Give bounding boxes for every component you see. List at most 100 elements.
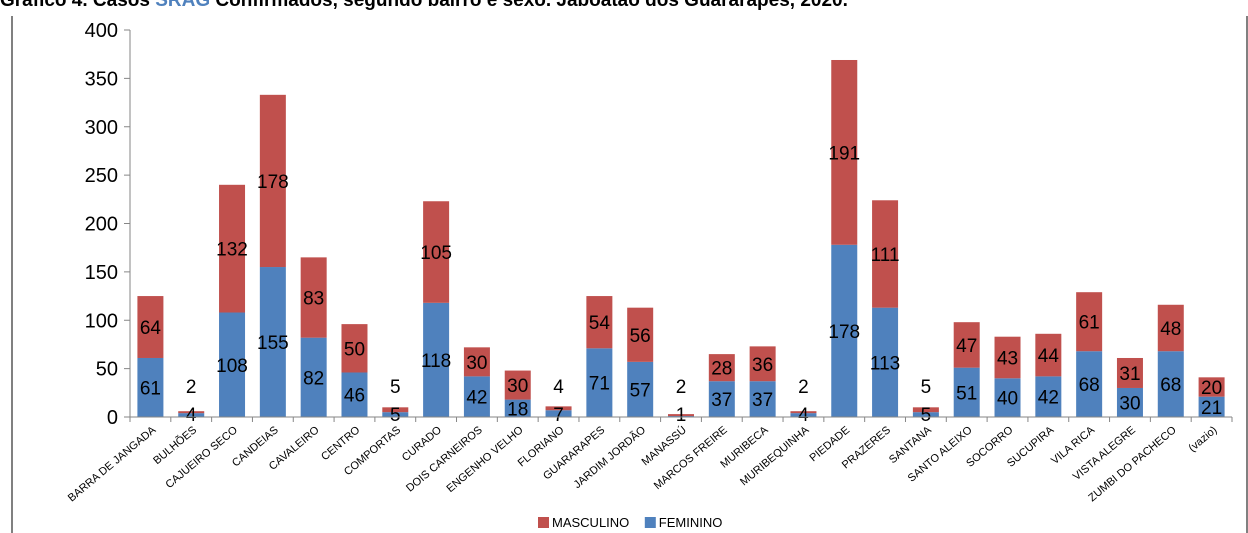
data-label-feminino: 178 xyxy=(828,322,860,343)
y-tick-label: 350 xyxy=(85,68,118,90)
bar-masculino xyxy=(463,347,490,377)
data-label-masculino: 2 xyxy=(676,377,687,398)
bar-masculino xyxy=(1035,333,1062,377)
bar-feminino xyxy=(586,348,613,417)
bar-masculino xyxy=(219,184,246,313)
bar-feminino xyxy=(912,412,939,417)
data-label-masculino: 44 xyxy=(1038,346,1060,367)
bar-masculino xyxy=(1198,377,1225,397)
data-label-masculino: 30 xyxy=(466,353,487,374)
data-label-masculino: 5 xyxy=(921,377,932,398)
title-pre: Gráfico 4. Casos xyxy=(0,0,156,11)
data-label-masculino: 20 xyxy=(1201,378,1222,399)
y-tick-label: 0 xyxy=(107,407,118,429)
bar-masculino xyxy=(423,201,450,303)
y-axis: 0 50 100 150 200 250 300 350 400 xyxy=(85,20,131,429)
bar-feminino xyxy=(627,361,654,417)
bar-masculino xyxy=(790,411,817,414)
category-label: MURIBEQUINHA xyxy=(738,424,812,489)
category-label: CAJUEIRO SECO xyxy=(163,424,240,491)
data-label-masculino: 48 xyxy=(1160,319,1181,340)
bar-feminino xyxy=(1035,376,1062,417)
bar-masculino xyxy=(178,411,205,414)
data-label-feminino: 37 xyxy=(752,390,773,411)
data-label-masculino: 178 xyxy=(257,172,289,193)
y-tick-label: 100 xyxy=(85,310,118,332)
data-label-masculino: 28 xyxy=(711,359,732,380)
data-label-feminino: 5 xyxy=(390,405,401,426)
bar-feminino xyxy=(137,357,164,417)
data-label-masculino: 2 xyxy=(186,377,197,398)
y-tick-label: 50 xyxy=(96,359,118,381)
bar-masculino xyxy=(1116,357,1143,388)
bar-feminino xyxy=(749,381,776,417)
data-label-masculino: 4 xyxy=(553,377,564,398)
data-label-feminino: 108 xyxy=(216,356,248,377)
data-label-masculino: 111 xyxy=(871,245,900,266)
category-label: (vazio) xyxy=(1187,424,1220,454)
data-label-feminino: 30 xyxy=(1119,393,1140,414)
bar-feminino xyxy=(831,244,858,417)
bar-masculino xyxy=(300,257,327,338)
title-highlight: SRAG xyxy=(155,0,211,11)
bar-masculino xyxy=(504,370,531,400)
legend-swatch-masculino xyxy=(538,517,549,528)
bar-feminino xyxy=(382,412,409,417)
data-label-feminino: 37 xyxy=(711,390,732,411)
data-label-feminino: 57 xyxy=(630,380,651,401)
bar-feminino xyxy=(504,399,531,417)
bar-feminino xyxy=(423,302,450,417)
bar-feminino xyxy=(790,413,817,417)
data-label-masculino: 64 xyxy=(140,318,162,339)
bar-feminino xyxy=(708,381,735,417)
data-label-feminino: 113 xyxy=(870,353,900,374)
y-tick-label: 200 xyxy=(85,214,118,236)
bar-feminino xyxy=(545,410,572,417)
bar-masculino xyxy=(627,307,654,362)
data-label-masculino: 56 xyxy=(630,326,651,347)
bar-masculino xyxy=(1157,304,1184,352)
bar-masculino xyxy=(749,346,776,382)
data-label-masculino: 54 xyxy=(589,313,611,334)
bar-feminino xyxy=(994,378,1021,417)
y-tick-label: 400 xyxy=(85,20,118,42)
category-label: MARCOS FREIRE xyxy=(652,424,730,492)
bar-masculino xyxy=(953,322,980,368)
bar-feminino xyxy=(1157,351,1184,417)
data-label-feminino: 71 xyxy=(589,374,610,395)
legend: MASCULINO FEMININO xyxy=(538,515,722,530)
data-label-feminino: 42 xyxy=(466,388,487,409)
bar-feminino xyxy=(1116,387,1143,417)
data-label-feminino: 68 xyxy=(1079,375,1100,396)
category-label: BARRA DE JANGADA xyxy=(66,424,159,505)
category-label: JARDIM JORDÃO xyxy=(571,423,649,491)
bar-feminino xyxy=(259,267,286,417)
bar-masculino xyxy=(341,324,368,373)
data-label-feminino: 40 xyxy=(997,389,1018,410)
data-label-masculino: 50 xyxy=(344,339,365,360)
bar-masculino xyxy=(545,406,572,411)
data-label-feminino: 68 xyxy=(1160,375,1181,396)
bar-masculino xyxy=(668,414,694,417)
data-label-feminino: 7 xyxy=(553,405,564,426)
chart-title: Gráfico 4. Casos SRAG Confirmados, segun… xyxy=(0,0,1248,14)
bar-feminino xyxy=(1076,351,1103,417)
bar-masculino xyxy=(382,407,409,413)
data-label-feminino: 21 xyxy=(1201,398,1222,419)
data-label-masculino: 47 xyxy=(956,336,977,357)
bar-masculino xyxy=(912,407,939,413)
bar-masculino xyxy=(994,336,1021,379)
data-label-feminino: 82 xyxy=(303,368,324,389)
data-label-feminino: 42 xyxy=(1038,388,1059,409)
data-label-masculino: 61 xyxy=(1079,313,1100,334)
data-label-feminino: 61 xyxy=(140,378,161,399)
data-label-feminino: 155 xyxy=(257,333,289,354)
data-label-feminino: 51 xyxy=(956,383,977,404)
chart-frame xyxy=(11,16,1248,533)
bar-feminino xyxy=(219,312,246,417)
bar-masculino xyxy=(1076,292,1103,352)
legend-label-masculino: MASCULINO xyxy=(552,515,629,530)
bar-feminino xyxy=(463,376,490,417)
